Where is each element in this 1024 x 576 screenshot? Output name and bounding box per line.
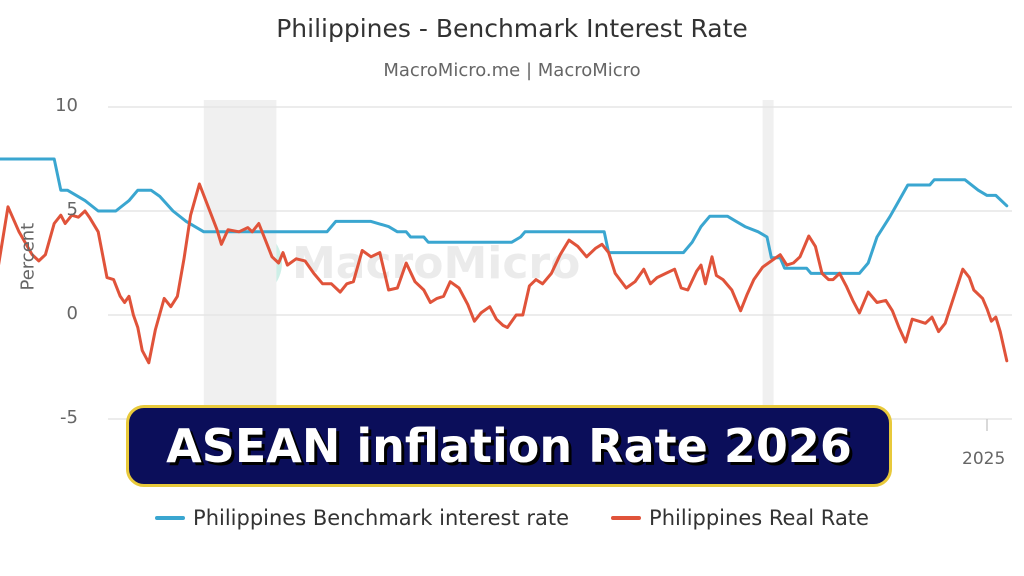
legend-swatch-benchmark-icon — [155, 516, 186, 520]
y-axis-label: Percent — [17, 222, 39, 291]
legend: Philippines Benchmark interest rate Phil… — [0, 506, 1024, 530]
legend-item-real-rate[interactable]: Philippines Real Rate — [611, 506, 869, 530]
legend-label-benchmark: Philippines Benchmark interest rate — [193, 506, 570, 530]
y-tick-neg5: -5 — [60, 407, 78, 428]
x-tick-2025: 2025 — [962, 449, 1006, 469]
recession-band-0 — [203, 100, 277, 435]
legend-item-benchmark[interactable]: Philippines Benchmark interest rate — [155, 506, 569, 530]
y-tick-5: 5 — [66, 199, 78, 220]
banner-text: ASEAN inflation Rate 2026 — [166, 419, 852, 473]
y-tick-0: 0 — [66, 303, 78, 324]
y-tick-10: 10 — [55, 95, 78, 116]
legend-label-real-rate: Philippines Real Rate — [649, 506, 869, 530]
benchmark-rate-line — [0, 157, 1009, 275]
watermark-text: MacroMicro — [292, 237, 581, 289]
chart-subtitle: MacroMicro.me | MacroMicro — [383, 60, 641, 81]
legend-swatch-real-rate-icon — [611, 516, 642, 520]
recession-band-1 — [762, 100, 774, 435]
overlay-banner: ASEAN inflation Rate 2026 — [126, 405, 892, 487]
chart-title: Philippines - Benchmark Interest Rate — [276, 14, 748, 43]
real-rate-line — [0, 182, 1009, 365]
